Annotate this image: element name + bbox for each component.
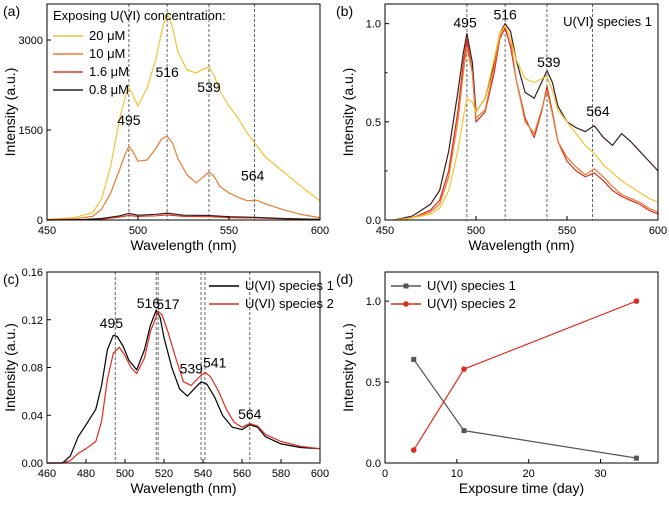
panel-letter: (b) [336, 3, 353, 19]
series-line [394, 25, 659, 221]
x-tick-label: 550 [558, 225, 576, 237]
peak-label: 539 [197, 79, 221, 95]
peak-label: 495 [453, 15, 477, 31]
legend-entry: 0.8 μM [89, 82, 129, 97]
data-point [461, 366, 467, 372]
x-tick-label: 20 [523, 468, 535, 480]
panel-0: (a) 450 500 550 600 0 1500 3000 Wavelength (nm) I… [2, 3, 329, 253]
x-tick-label: 600 [649, 225, 667, 237]
series-line [47, 309, 321, 464]
x-tick-label: 560 [233, 468, 251, 480]
peak-label: 516 [493, 7, 517, 23]
series-line [413, 300, 637, 451]
data-point [410, 447, 417, 453]
legend-title: Exposing U(VI) concentration: [53, 8, 226, 23]
x-tick-label: 450 [38, 225, 56, 237]
peak-label: 495 [117, 112, 141, 128]
legend-entry: 20 μM [89, 28, 125, 43]
y-axis-label: Intensity (a.u.) [2, 323, 18, 412]
y-axis-label: Intensity (a.u.) [340, 323, 356, 412]
legend-marker [403, 301, 409, 307]
legend-entry: U(VI) species 2 [245, 296, 334, 311]
peak-label: 539 [537, 54, 561, 70]
data-point [461, 428, 467, 434]
panel-2: (c) 460 480 500 520 540 560 580 600 0.00 0.04 0.08 0… [2, 267, 334, 496]
legend-entry: U(VI) species 2 [427, 296, 516, 311]
peak-label: 539 [180, 360, 204, 376]
x-tick-label: 500 [116, 468, 134, 480]
panel-title: U(VI) species 1 [563, 14, 652, 29]
series-line [46, 212, 321, 221]
y-axis-label: Intensity (a.u.) [2, 68, 18, 157]
panel-letter: (a) [3, 3, 20, 19]
y-tick-label: 3000 [19, 35, 43, 47]
x-axis-label: Wavelength (nm) [130, 237, 236, 253]
x-tick-label: 580 [272, 468, 290, 480]
y-tick-label: 0.12 [22, 315, 43, 327]
x-tick-label: 600 [311, 225, 329, 237]
y-tick-label: 1500 [19, 125, 43, 137]
x-tick-label: 550 [220, 225, 238, 237]
data-point [633, 298, 640, 304]
series-line [393, 23, 659, 221]
peak-label: 564 [241, 167, 265, 183]
x-tick-label: 540 [194, 468, 212, 480]
x-tick-label: 0 [382, 468, 388, 480]
legend-entry: 1.6 μM [89, 64, 129, 79]
peak-label: 517 [156, 296, 180, 312]
x-tick-label: 500 [129, 225, 147, 237]
series-line [47, 310, 321, 464]
x-axis-label: Wavelength (nm) [130, 480, 236, 496]
y-tick-label: 0.08 [22, 363, 43, 375]
peak-label: 516 [137, 295, 161, 311]
x-tick-label: 480 [77, 468, 95, 480]
y-tick-label: 1.0 [366, 296, 381, 308]
y-tick-label: 0.16 [22, 267, 43, 279]
legend-entry: 10 μM [89, 46, 125, 61]
x-tick-label: 500 [467, 225, 485, 237]
panel-3: (d) 0 10 20 30 0.0 0.5 1.0 Exposure time (day) In… [336, 271, 659, 496]
series-line [394, 25, 659, 221]
series-line [394, 27, 659, 221]
series-line [413, 359, 637, 459]
y-tick-label: 0.0 [366, 215, 381, 227]
panel-letter: (d) [336, 271, 353, 287]
data-point [633, 455, 639, 461]
x-tick-label: 600 [311, 468, 329, 480]
peak-label: 564 [238, 406, 262, 422]
series-line [46, 214, 321, 221]
y-tick-label: 0.04 [22, 410, 43, 422]
x-axis-label: Wavelength (nm) [468, 237, 574, 253]
peak-label: 495 [100, 315, 124, 331]
y-axis-label: Intensity (a.u.) [340, 68, 356, 157]
x-tick-label: 460 [38, 468, 56, 480]
plot-frame [46, 3, 321, 221]
y-tick-label: 1.0 [366, 19, 381, 31]
x-axis-label: Exposure time (day) [459, 480, 584, 496]
legend-entry: U(VI) species 1 [427, 278, 516, 293]
panel-1: (b) 450 500 550 600 0.0 0.5 1.0 Wavelength (nm) I… [336, 3, 667, 253]
y-tick-label: 0 [37, 215, 43, 227]
x-tick-label: 30 [594, 468, 606, 480]
y-tick-label: 0.5 [366, 117, 381, 129]
peak-label: 541 [203, 355, 227, 371]
series-line [46, 12, 321, 220]
panel-letter: (c) [3, 271, 19, 287]
x-tick-label: 10 [451, 468, 463, 480]
plot-frame [384, 271, 659, 464]
peak-label: 516 [155, 64, 179, 80]
x-tick-label: 520 [155, 468, 173, 480]
legend-entry: U(VI) species 1 [245, 278, 334, 293]
y-tick-label: 0.0 [366, 458, 381, 470]
legend-marker [403, 283, 409, 289]
peak-label: 564 [586, 103, 610, 119]
x-tick-label: 450 [376, 225, 394, 237]
plot-frame [384, 3, 659, 221]
data-point [411, 356, 417, 362]
y-tick-label: 0.00 [22, 458, 43, 470]
y-tick-label: 0.5 [366, 377, 381, 389]
series-line [46, 135, 321, 221]
